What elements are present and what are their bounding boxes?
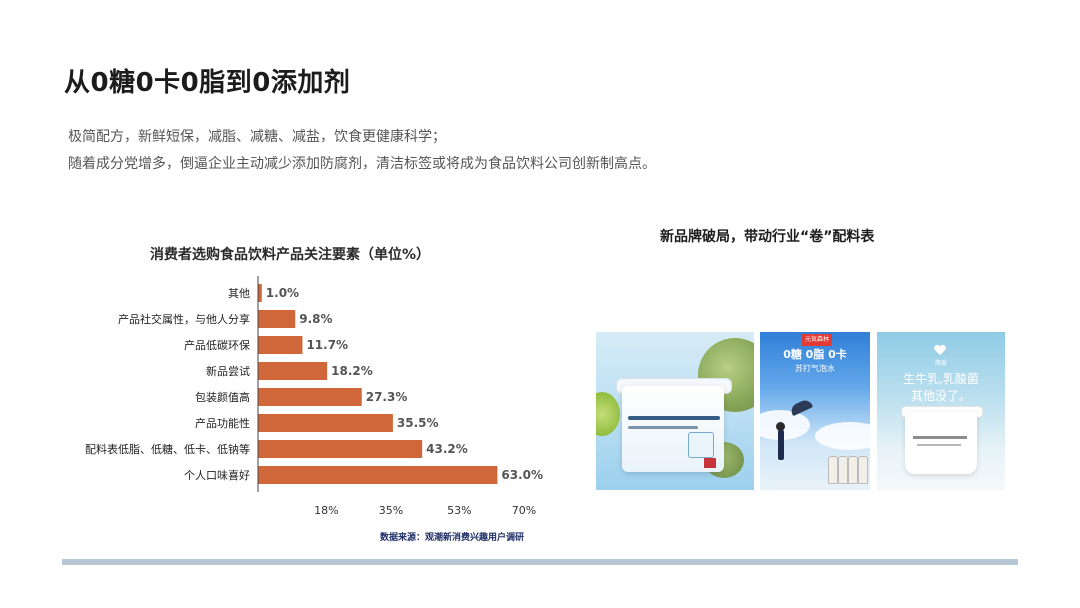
milk-tub-ad: 简爱 生牛乳,乳酸菌 其他没了。 xyxy=(877,332,1005,490)
bar-6 xyxy=(258,440,423,458)
bar-3 xyxy=(258,362,328,380)
right-panel-title: 新品牌破局，带动行业“卷”配料表 xyxy=(660,229,875,245)
x-tick-label: 70% xyxy=(512,504,536,517)
tub-label-line-2 xyxy=(917,444,961,446)
subtitle-line-2: 随着成分党增多，倒逼企业主动减少添加防腐剂，清洁标签或将成为食品饮料公司创新制高… xyxy=(68,156,656,172)
chart-title: 消费者选购食品饮料产品关注要素（单位%） xyxy=(150,247,431,263)
value-label: 18.2% xyxy=(331,364,373,378)
ad-headline: 0糖 0脂 0卡 xyxy=(783,348,847,361)
category-label: 产品低碳环保 xyxy=(184,338,250,352)
data-source: 数据来源：观潮新消费兴趣用户调研 xyxy=(380,533,525,543)
value-label: 35.5% xyxy=(397,416,439,430)
value-label: 43.2% xyxy=(426,442,468,456)
category-label: 产品社交属性，与他人分享 xyxy=(118,312,250,326)
bottle-shape xyxy=(828,456,838,484)
bottle-shape xyxy=(838,456,848,484)
brand-tag: 元気森林 xyxy=(802,334,833,346)
bar-chart: 其他 1.0% 产品社交属性，与他人分享 9.8% 产品低碳环保 11.7% 新品尝试 18.… xyxy=(85,276,543,517)
girl-head-shape xyxy=(776,422,785,431)
x-tick-label: 18% xyxy=(314,504,338,517)
bottle-shape xyxy=(858,456,868,484)
value-label: 11.7% xyxy=(306,338,348,352)
brand-name: 简爱 xyxy=(934,360,947,367)
bar-4 xyxy=(258,388,362,406)
ad-subline: 苏打气泡水 xyxy=(795,364,835,373)
bar-7 xyxy=(258,466,498,484)
page-title: 从0糖0卡0脂到0添加剂 xyxy=(64,68,351,98)
category-label: 其他 xyxy=(228,287,250,300)
category-label: 包装颜值高 xyxy=(195,390,250,404)
tub-label-line xyxy=(913,436,967,439)
milk-tub xyxy=(905,412,977,474)
category-label: 新品尝试 xyxy=(206,364,250,378)
yogurt-cup-photo xyxy=(596,332,754,490)
value-label: 9.8% xyxy=(299,312,332,326)
ad-line-2: 其他没了。 xyxy=(910,389,971,403)
value-label: 27.3% xyxy=(366,390,408,404)
category-label: 产品功能性 xyxy=(195,416,250,430)
bar-0 xyxy=(258,284,262,302)
category-label: 个人口味喜好 xyxy=(184,468,250,482)
ad-line-1: 生牛乳,乳酸菌 xyxy=(903,372,979,386)
heart-logo-icon xyxy=(934,344,946,355)
category-label: 配料表低脂、低糖、低卡、低钠等 xyxy=(85,442,250,456)
bar-2 xyxy=(258,336,303,354)
value-label: 63.0% xyxy=(501,468,543,482)
value-label: 1.0% xyxy=(266,286,299,300)
lime-shape xyxy=(596,392,620,436)
girl-body-shape xyxy=(778,430,784,460)
cup-red-tag xyxy=(704,458,716,468)
cup-label-line-2 xyxy=(628,426,698,429)
subtitle-line-1: 极简配方，新鲜短保，减脂、减糖、减盐，饮食更健康科学； xyxy=(68,129,446,145)
cup-label-line xyxy=(628,416,720,420)
cup-badge xyxy=(688,432,714,458)
cloud-shape xyxy=(815,422,870,450)
bottom-divider xyxy=(62,559,1018,565)
bottle-shape xyxy=(848,456,858,484)
bar-1 xyxy=(258,310,296,328)
bar-5 xyxy=(258,414,393,432)
x-tick-label: 35% xyxy=(379,504,403,517)
x-tick-label: 53% xyxy=(447,504,471,517)
sparkling-water-ad: 元気森林 0糖 0脂 0卡 苏打气泡水 xyxy=(760,332,870,490)
cloud-shape xyxy=(760,410,810,440)
